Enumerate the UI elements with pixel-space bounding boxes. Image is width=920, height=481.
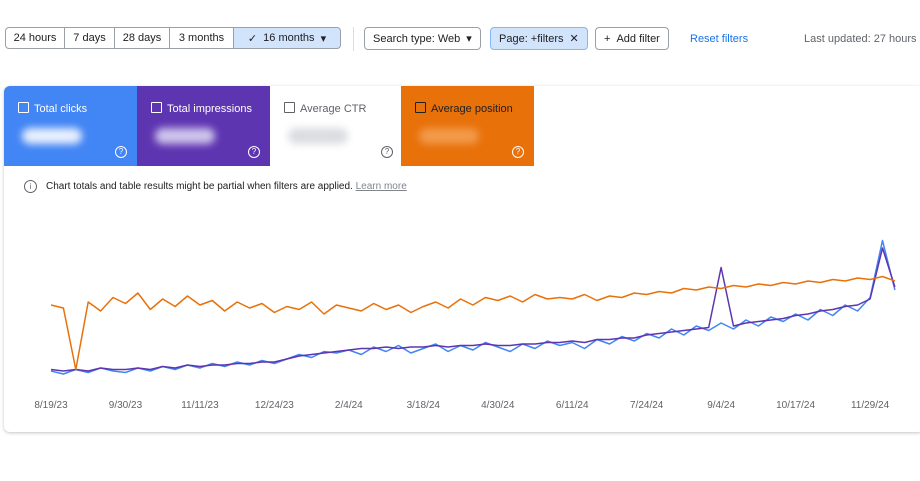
x-tick-label: 4/30/24	[481, 400, 515, 411]
range-button[interactable]: 3 months	[169, 27, 234, 49]
x-tick-label: 2/4/24	[335, 400, 363, 411]
metric-card[interactable]: Total impressions?	[137, 86, 270, 166]
checkbox[interactable]	[18, 102, 29, 113]
search-type-filter[interactable]: Search type: Web ▾	[364, 27, 481, 50]
page-filter[interactable]: Page: +filters ✕	[490, 27, 588, 50]
metric-card[interactable]: Average CTR?	[270, 86, 403, 166]
plus-icon: +	[604, 32, 611, 45]
x-tick-label: 9/4/24	[707, 400, 735, 411]
blurred-value	[22, 128, 82, 144]
checkbox[interactable]	[284, 102, 295, 113]
range-button[interactable]: 28 days	[114, 27, 170, 49]
dropdown-icon: ▾	[314, 32, 327, 45]
series-line	[50, 275, 896, 371]
x-tick-label: 6/11/24	[556, 400, 589, 411]
checkbox[interactable]	[415, 102, 426, 113]
metric-label: Average CTR	[300, 103, 367, 115]
info-icon: i	[24, 180, 37, 193]
label: Page: +filters	[499, 32, 564, 45]
metric-card[interactable]: Average position?	[401, 86, 534, 166]
help-icon[interactable]: ?	[381, 146, 393, 158]
series-line	[50, 239, 896, 375]
last-updated: Last updated: 27 hours	[804, 33, 917, 45]
x-tick-label: 10/17/24	[776, 400, 815, 411]
blurred-value	[419, 128, 479, 144]
learn-more-link[interactable]: Learn more	[355, 181, 407, 192]
label: Add filter	[616, 32, 660, 45]
close-icon[interactable]: ✕	[569, 33, 579, 45]
x-tick-label: 3/18/24	[407, 400, 441, 411]
divider	[353, 27, 354, 51]
label: Search type: Web	[373, 32, 461, 45]
range-button[interactable]: 24 hours	[5, 27, 65, 49]
help-icon[interactable]: ?	[512, 146, 524, 158]
x-tick-label: 11/29/24	[851, 400, 890, 411]
help-icon[interactable]: ?	[115, 146, 127, 158]
reset-filters-link[interactable]: Reset filters	[690, 33, 749, 45]
notice: Chart totals and table results might be …	[46, 181, 407, 192]
blurred-value	[288, 128, 348, 144]
metric-label: Total clicks	[34, 103, 88, 115]
range-label: 16 months	[263, 32, 315, 44]
series-line	[50, 247, 896, 372]
range-button[interactable]: 7 days	[64, 27, 115, 49]
metric-label: Total impressions	[167, 103, 252, 115]
x-tick-label: 11/11/23	[181, 400, 219, 411]
metric-card[interactable]: Total clicks?	[4, 86, 137, 166]
check-icon: ✓	[247, 32, 264, 45]
x-tick-label: 12/24/23	[255, 400, 294, 411]
range-button-selected[interactable]: ✓ 16 months ▾	[233, 27, 341, 49]
blurred-value	[155, 128, 215, 144]
dropdown-icon: ▾	[466, 33, 472, 45]
checkbox[interactable]	[151, 102, 162, 113]
help-icon[interactable]: ?	[248, 146, 260, 158]
notice-text: Chart totals and table results might be …	[46, 181, 353, 192]
x-tick-label: 7/24/24	[630, 400, 664, 411]
add-filter-button[interactable]: + Add filter	[595, 27, 669, 50]
metric-label: Average position	[431, 103, 513, 115]
x-tick-label: 9/30/23	[109, 400, 143, 411]
x-tick-label: 8/19/23	[34, 400, 68, 411]
